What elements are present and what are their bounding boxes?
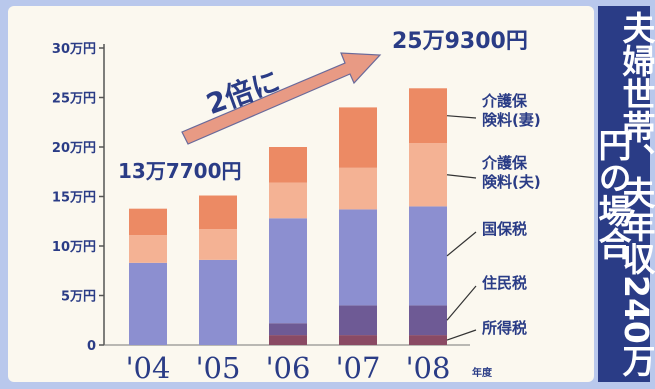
bar-segment <box>269 182 307 219</box>
bar-segment <box>129 262 167 345</box>
bar-segment <box>269 335 307 345</box>
increase-arrow <box>181 52 382 145</box>
bar-segment <box>199 229 237 260</box>
legend-leader-line <box>446 231 477 257</box>
legend-label: 国保税 <box>482 220 527 238</box>
bar-segment <box>409 88 447 144</box>
y-tick-label: 15万円 <box>52 191 96 206</box>
side-title: 夫婦世帯、夫年収240万円の場合 <box>593 6 655 382</box>
bar-segment <box>269 323 307 336</box>
x-tick-label: '04 <box>126 351 171 385</box>
bar-segment <box>409 206 447 306</box>
y-tick-label: 5万円 <box>61 290 96 305</box>
bar-segment <box>339 107 377 168</box>
bar-segment <box>129 208 167 236</box>
bar-segment <box>339 335 377 345</box>
bar-segment <box>339 167 377 210</box>
y-tick-label: 30万円 <box>52 42 96 57</box>
x-tick-label: '07 <box>336 351 381 385</box>
legend-label: 介護保険料(夫) <box>481 154 541 191</box>
legend-label: 所得税 <box>482 319 527 337</box>
y-tick-label: 25万円 <box>52 92 96 107</box>
x-tick-label: '05 <box>196 351 241 385</box>
x-unit-label: 年度 <box>472 366 493 379</box>
bar-segment <box>339 305 377 336</box>
stacked-bar-chart: 0 5万円 10万円 15万円 20万円 25万円 30万円 '04 '05 '06 '07 '08 年… <box>52 29 541 385</box>
bar-segment <box>269 218 307 324</box>
first-total-label: 13万7700円 <box>118 159 242 183</box>
bar-segment <box>409 335 447 345</box>
y-tick-label: 0 <box>87 339 96 354</box>
bar-segment <box>339 209 377 306</box>
bar-segment <box>409 143 447 207</box>
x-tick-label: '06 <box>266 351 311 385</box>
legend-leader-line <box>446 285 477 321</box>
legend-label: 住民税 <box>482 274 527 292</box>
y-tick-label: 10万円 <box>52 240 96 255</box>
last-total-label: 25万9300円 <box>392 29 528 54</box>
bar-segment <box>269 147 307 183</box>
bar-segment <box>199 195 237 230</box>
legend-leader-line <box>446 174 477 179</box>
bar-segment <box>129 235 167 263</box>
bar-segment <box>409 305 447 336</box>
legend-leader-line <box>446 115 477 119</box>
legend-leader-line <box>446 329 477 341</box>
x-tick-label: '08 <box>406 351 451 385</box>
legend-label: 介護保険料(妻) <box>481 92 541 129</box>
y-tick-label: 20万円 <box>52 141 96 156</box>
bar-segment <box>199 259 237 345</box>
